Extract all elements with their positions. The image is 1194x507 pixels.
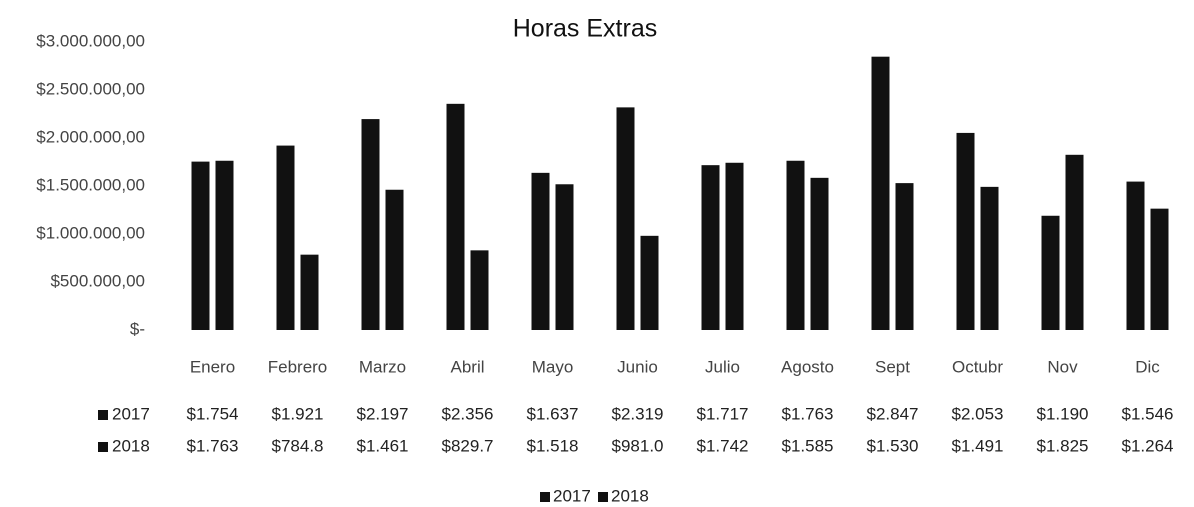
table-value: $1.190: [1037, 404, 1089, 423]
bar: [531, 172, 550, 330]
x-tick-label: Marzo: [359, 357, 406, 376]
legend-key: [540, 492, 550, 502]
bar: [555, 184, 574, 330]
y-tick-label: $500.000,00: [50, 271, 145, 290]
table-value: $784.8: [272, 436, 324, 455]
legend-label: 2017: [553, 486, 591, 505]
x-tick-label: Enero: [190, 357, 235, 376]
bar: [616, 107, 635, 330]
bar: [1150, 208, 1169, 330]
table-value: $1.921: [272, 404, 324, 423]
table-value: $1.461: [357, 436, 409, 455]
bar: [895, 183, 914, 330]
table-value: $2.197: [357, 404, 409, 423]
bar: [1065, 154, 1084, 330]
x-tick-label: Octubr: [952, 357, 1003, 376]
x-tick-label: Mayo: [532, 357, 574, 376]
y-tick-label: $2.000.000,00: [36, 127, 145, 146]
table-value: $2.319: [612, 404, 664, 423]
chart-title: Horas Extras: [513, 15, 657, 43]
bar: [725, 162, 744, 330]
bar: [191, 161, 210, 330]
bar: [956, 132, 975, 330]
bar: [810, 177, 829, 330]
table-value: $2.847: [867, 404, 919, 423]
bar: [786, 160, 805, 330]
y-tick-label: $1.500.000,00: [36, 175, 145, 194]
legend-key: [598, 492, 608, 502]
bar: [640, 235, 659, 330]
x-tick-label: Junio: [617, 357, 658, 376]
table-value: $1.264: [1122, 436, 1174, 455]
y-tick-label: $3.000.000,00: [36, 31, 145, 50]
x-tick-label: Agosto: [781, 357, 834, 376]
table-value: $1.530: [867, 436, 919, 455]
bar: [446, 103, 465, 330]
table-value: $1.637: [527, 404, 579, 423]
x-tick-label: Sept: [875, 357, 910, 376]
table-value: $1.825: [1037, 436, 1089, 455]
table-value: $1.585: [782, 436, 834, 455]
table-value: $2.053: [952, 404, 1004, 423]
table-value: $1.763: [782, 404, 834, 423]
table-value: $2.356: [442, 404, 494, 423]
bar: [1126, 181, 1145, 330]
bar: [1041, 215, 1060, 330]
table-value: $1.742: [697, 436, 749, 455]
table-series-name: 2017: [112, 404, 150, 423]
table-value: $1.518: [527, 436, 579, 455]
y-tick-label: $1.000.000,00: [36, 223, 145, 242]
bar: [701, 165, 720, 330]
y-tick-label: $-: [130, 319, 145, 338]
table-value: $1.763: [187, 436, 239, 455]
x-tick-label: Dic: [1135, 357, 1160, 376]
bar: [470, 250, 489, 330]
table-value: $1.717: [697, 404, 749, 423]
y-tick-label: $2.500.000,00: [36, 79, 145, 98]
table-value: $1.754: [187, 404, 239, 423]
bar: [300, 254, 319, 330]
x-tick-label: Nov: [1047, 357, 1078, 376]
table-series-name: 2018: [112, 436, 150, 455]
bar: [385, 189, 404, 330]
x-tick-label: Febrero: [268, 357, 328, 376]
bar: [980, 186, 999, 330]
bar: [276, 145, 295, 330]
x-tick-label: Abril: [450, 357, 484, 376]
table-legend-key: [98, 410, 108, 420]
table-legend-key: [98, 442, 108, 452]
bar: [361, 119, 380, 330]
table-value: $1.546: [1122, 404, 1174, 423]
table-value: $1.491: [952, 436, 1004, 455]
bar: [215, 160, 234, 330]
legend-label: 2018: [611, 486, 649, 505]
bar: [871, 56, 890, 331]
table-value: $981.0: [612, 436, 664, 455]
table-value: $829.7: [442, 436, 494, 455]
x-tick-label: Julio: [705, 357, 740, 376]
